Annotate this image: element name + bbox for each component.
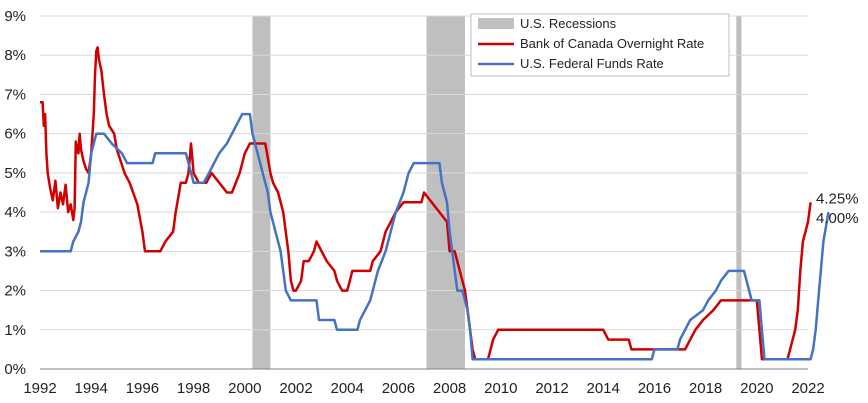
legend: U.S. Recessions Bank of Canada Overnight… <box>470 13 730 77</box>
legend-label-fed: U.S. Federal Funds Rate <box>520 56 664 71</box>
x-tick-label: 1998 <box>177 380 210 397</box>
x-tick-label: 2014 <box>587 380 620 397</box>
y-tick-label: 8% <box>4 47 26 64</box>
x-tick-label: 1996 <box>126 380 159 397</box>
legend-swatch-recessions <box>478 18 514 29</box>
y-tick-label: 5% <box>4 165 26 182</box>
x-tick-label: 2000 <box>228 380 261 397</box>
y-tick-label: 1% <box>4 322 26 339</box>
x-tick-label: 2004 <box>331 380 364 397</box>
recession-band <box>252 16 271 369</box>
legend-label-recessions: U.S. Recessions <box>520 16 617 31</box>
y-tick-label: 0% <box>4 361 26 378</box>
series-lines <box>40 46 830 361</box>
y-axis-ticks: 0% 1% 2% 3% 4% 5% 6% 7% 8% 9% <box>4 8 26 378</box>
x-axis-ticks: 1992 1994 1996 1998 2000 2002 2004 2006 2008 2010… <box>23 380 824 397</box>
recession-band <box>736 16 742 369</box>
y-tick-label: 9% <box>4 8 26 25</box>
x-tick-label: 1994 <box>75 380 108 397</box>
series-line-fed <box>40 112 830 361</box>
legend-label-boc: Bank of Canada Overnight Rate <box>520 36 704 51</box>
x-tick-label: 2020 <box>740 380 773 397</box>
recession-band <box>426 16 465 369</box>
recession-bands <box>252 16 742 369</box>
x-tick-label: 2010 <box>484 380 517 397</box>
end-label: 4.00% <box>816 210 859 227</box>
y-tick-label: 2% <box>4 283 26 300</box>
y-tick-label: 6% <box>4 126 26 143</box>
x-tick-label: 2016 <box>638 380 671 397</box>
x-tick-label: 2002 <box>279 380 312 397</box>
x-tick-label: 2012 <box>535 380 568 397</box>
x-tick-label: 2008 <box>433 380 466 397</box>
y-tick-label: 3% <box>4 243 26 260</box>
series-line-boc <box>40 46 812 361</box>
end-label: 4.25% <box>816 190 859 207</box>
y-tick-label: 7% <box>4 86 26 103</box>
x-tick-label: 2022 <box>791 380 824 397</box>
x-tick-label: 2018 <box>689 380 722 397</box>
end-labels: 4.25% 4.00% <box>816 190 859 227</box>
x-tick-label: 1992 <box>23 380 56 397</box>
x-tick-label: 2006 <box>382 380 415 397</box>
y-tick-label: 4% <box>4 204 26 221</box>
